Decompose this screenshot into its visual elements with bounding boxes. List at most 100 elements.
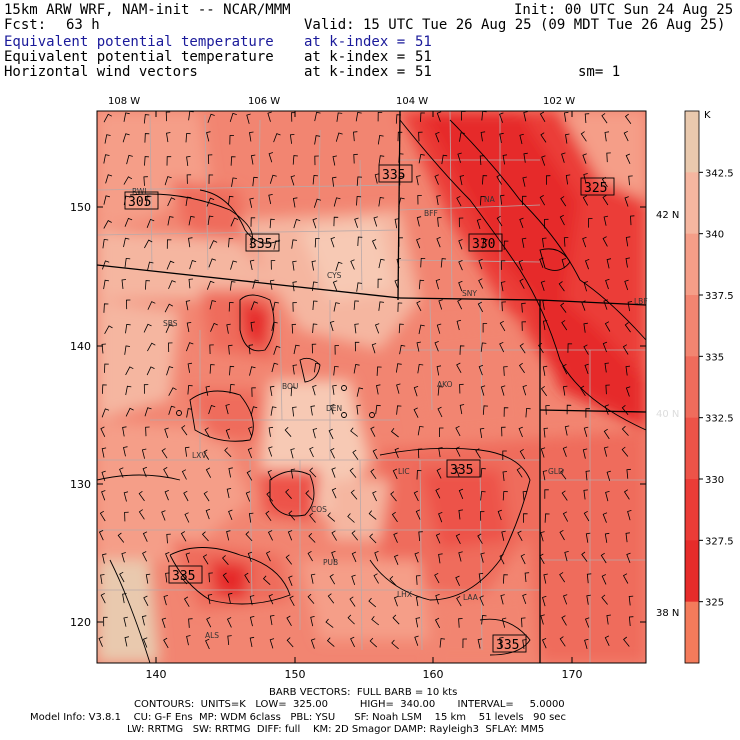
wind-barb <box>225 404 230 415</box>
wind-barb <box>331 467 336 478</box>
wind-barb <box>630 215 635 226</box>
wind-barb <box>102 384 107 394</box>
wind-barb <box>188 237 193 248</box>
wind-barb <box>393 596 399 607</box>
wind-barb <box>332 280 338 291</box>
wind-barb <box>522 490 528 501</box>
station-laa: LAA <box>463 593 479 602</box>
wind-barb <box>105 174 113 184</box>
wind-barb <box>605 278 610 290</box>
wind-barb <box>435 594 440 605</box>
contour-label-335-a: 335 <box>378 164 413 183</box>
wind-barbs <box>98 111 635 650</box>
wind-barb <box>273 345 281 355</box>
wind-barb <box>265 551 271 562</box>
wind-barb <box>332 384 337 395</box>
wind-barb <box>227 592 233 604</box>
wind-barb <box>209 300 217 310</box>
wind-barb <box>168 405 176 415</box>
wind-barb <box>124 511 129 522</box>
colorbar-label: 327.5 <box>705 536 734 547</box>
wind-barb <box>519 133 524 145</box>
wind-barb <box>293 344 300 355</box>
wind-barb <box>439 427 444 437</box>
wind-barb <box>184 446 190 457</box>
wind-barb <box>500 260 506 270</box>
wind-barb <box>441 154 448 165</box>
wind-barb <box>185 196 192 206</box>
wind-barb <box>165 572 170 583</box>
wind-barb <box>350 489 358 500</box>
wind-barb <box>186 174 192 184</box>
wind-barb <box>185 300 191 311</box>
wind-barb <box>502 491 508 501</box>
wind-barb <box>518 362 525 374</box>
wind-barb <box>377 278 383 289</box>
wind-barb <box>250 154 256 165</box>
wind-barb <box>222 555 229 566</box>
wind-barb <box>540 447 546 458</box>
wind-barb <box>250 406 258 416</box>
wind-barb <box>138 490 145 502</box>
wind-barb <box>480 195 486 206</box>
wind-barb <box>373 573 379 584</box>
wind-barb <box>418 324 425 335</box>
wind-barb <box>141 448 147 459</box>
wind-barb <box>226 488 232 499</box>
wind-barb <box>374 173 380 184</box>
wind-barb <box>542 595 547 607</box>
wind-barb <box>583 344 589 355</box>
wind-barb <box>501 617 507 628</box>
wind-barb <box>519 343 526 354</box>
wind-barb <box>350 259 355 270</box>
wind-barb <box>163 595 169 606</box>
wind-barb <box>625 532 630 543</box>
wind-barb <box>520 553 526 565</box>
wind-barb <box>268 194 273 205</box>
wind-barb <box>623 130 629 142</box>
colorbar-swatch <box>685 233 699 296</box>
wind-barb <box>499 637 504 648</box>
wind-barb <box>244 572 250 584</box>
wind-barb <box>356 282 363 292</box>
svg-text:335: 335 <box>172 569 195 584</box>
wind-barb <box>623 489 630 500</box>
wind-barb <box>545 405 550 415</box>
wind-barb <box>559 529 565 541</box>
wind-barb <box>210 322 218 332</box>
wind-barb <box>584 363 589 375</box>
wind-barb <box>147 301 156 310</box>
svg-text:305: 305 <box>128 195 151 210</box>
field-level-3: at k-index = <box>304 64 406 80</box>
wind-barb <box>434 572 440 584</box>
wind-barb <box>353 131 358 142</box>
wind-barb <box>458 509 463 520</box>
wind-barb <box>585 532 591 543</box>
wind-barb <box>417 425 424 436</box>
wind-barb <box>314 237 320 248</box>
wind-barb <box>290 468 296 479</box>
wind-barb <box>369 533 377 544</box>
wind-barb <box>229 365 235 376</box>
x-tick-140: 140 <box>146 668 167 681</box>
wind-barb <box>289 134 295 144</box>
wind-barb <box>435 533 441 544</box>
wind-barb <box>351 551 357 563</box>
station-lhx: LHX <box>397 590 412 599</box>
wind-barb <box>209 240 218 249</box>
wind-barb <box>580 385 586 397</box>
wind-barb <box>396 383 401 394</box>
wind-barb <box>391 511 398 523</box>
contours-note: CONTOURS: UNITS=K LOW= 325.00 HIGH= 340.… <box>134 699 565 710</box>
wind-barb <box>624 196 629 207</box>
wind-barb <box>183 596 190 607</box>
wind-barb <box>166 366 174 376</box>
wind-barb <box>418 279 425 290</box>
wind-barb <box>166 239 172 249</box>
wind-barb <box>458 280 463 292</box>
wind-barb <box>560 196 567 207</box>
wind-barb <box>523 513 528 523</box>
wind-barb <box>249 197 254 208</box>
wind-barb <box>268 426 274 437</box>
